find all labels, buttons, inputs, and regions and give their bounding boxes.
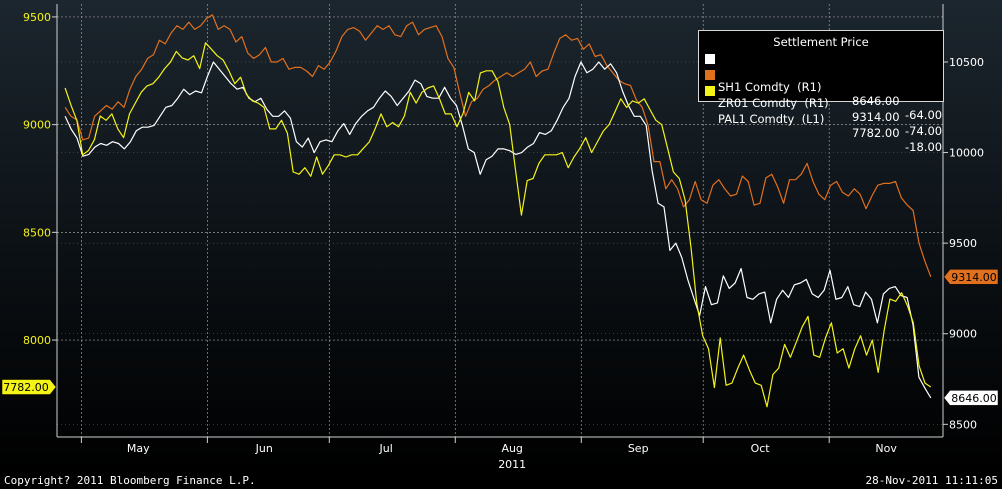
legend-series-name: SH1 Comdty (R1) xyxy=(718,80,822,94)
value-tag-shape xyxy=(943,269,999,285)
left-tick-label: 8000 xyxy=(23,334,51,347)
right-tick-label: 9500 xyxy=(949,237,977,250)
legend: Settlement Price SH1 Comdty (R1) 8646.00… xyxy=(698,30,944,154)
value-tag-sh1: 8646.00 xyxy=(943,390,999,406)
left-tick-label: 9500 xyxy=(23,11,51,24)
x-tick-label: Jul xyxy=(379,442,393,455)
legend-series-change: -64.00 xyxy=(905,108,943,122)
legend-title: Settlement Price xyxy=(773,35,869,49)
legend-entry-zr01: ZR01 Comdty (R1) 9314.00 -74.00 xyxy=(705,68,942,138)
copyright-text: Copyright? 2011 Bloomberg Finance L.P. xyxy=(4,474,256,487)
left-tick-label: 9000 xyxy=(23,119,51,132)
x-tick-label: Oct xyxy=(751,442,771,455)
series-line-pal1 xyxy=(64,42,932,408)
right-tick-label: 9000 xyxy=(949,328,977,341)
right-tick-label: 8500 xyxy=(949,418,977,431)
legend-entry-pal1: PAL1 Comdty (L1) 7782.00 -18.00 xyxy=(705,84,942,154)
legend-series-change: -18.00 xyxy=(905,140,943,154)
legend-swatch-sh1 xyxy=(705,54,715,64)
x-tick-label: Aug xyxy=(501,442,522,455)
legend-series-name: PAL1 Comdty (L1) xyxy=(718,112,825,126)
legend-series-change: -74.00 xyxy=(905,124,943,138)
right-tick-label: 10000 xyxy=(949,147,984,160)
value-tag-label: 9314.00 xyxy=(951,271,997,284)
series-layer xyxy=(64,14,932,408)
x-year-label: 2011 xyxy=(498,458,526,471)
x-tick-label: May xyxy=(127,442,150,455)
x-tick-label: Nov xyxy=(875,442,897,455)
value-tags: 7782.00 9314.00 8646.00 xyxy=(1,269,999,406)
series-line-zr01 xyxy=(64,14,932,278)
legend-series-value: 7782.00 xyxy=(852,126,900,140)
right-tick-label: 10500 xyxy=(949,56,984,69)
value-tag-zr01: 9314.00 xyxy=(943,269,999,285)
legend-entry-sh1: SH1 Comdty (R1) 8646.00 -64.00 xyxy=(705,52,942,122)
series-line-sh1 xyxy=(64,61,932,399)
value-tag-shape xyxy=(943,390,999,406)
timestamp-text: 28-Nov-2011 11:11:05 xyxy=(865,474,998,487)
x-tick-label: Sep xyxy=(628,442,649,455)
legend-series-name: ZR01 Comdty (R1) xyxy=(718,96,829,110)
value-tag-shape xyxy=(1,379,57,395)
legend-swatch-zr01 xyxy=(705,70,715,80)
legend-series-value: 9314.00 xyxy=(852,110,900,124)
left-tick-label: 8500 xyxy=(23,226,51,239)
value-tag-pal1: 7782.00 xyxy=(1,379,57,395)
legend-series-value: 8646.00 xyxy=(852,94,900,108)
legend-swatch-pal1 xyxy=(705,86,715,96)
x-tick-label: Jun xyxy=(255,442,273,455)
value-tag-label: 8646.00 xyxy=(951,392,997,405)
value-tag-label: 7782.00 xyxy=(3,381,49,394)
